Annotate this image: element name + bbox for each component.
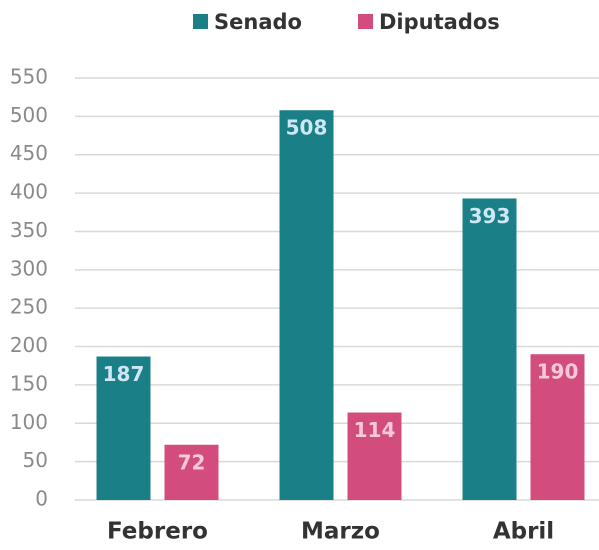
y-tick-label: 550 bbox=[10, 65, 48, 89]
x-tick-label: Abril bbox=[493, 519, 554, 545]
x-tick-label: Febrero bbox=[107, 519, 208, 545]
y-tick-label: 50 bbox=[23, 448, 48, 472]
data-label: 190 bbox=[537, 360, 579, 384]
y-tick-label: 100 bbox=[10, 410, 48, 434]
data-label: 508 bbox=[286, 116, 328, 140]
y-tick-label: 500 bbox=[10, 103, 48, 127]
bar bbox=[164, 444, 219, 500]
y-tick-label: 300 bbox=[10, 256, 48, 280]
y-tick-label: 150 bbox=[10, 371, 48, 395]
legend-label: Diputados bbox=[379, 10, 500, 34]
y-tick-label: 200 bbox=[10, 333, 48, 357]
bar bbox=[347, 412, 402, 500]
data-label: 187 bbox=[103, 362, 145, 386]
legend-label: Senado bbox=[214, 10, 302, 34]
y-tick-label: 450 bbox=[10, 141, 48, 165]
data-label: 72 bbox=[178, 450, 206, 474]
bar bbox=[279, 110, 334, 500]
y-tick-label: 350 bbox=[10, 218, 48, 242]
bar bbox=[462, 198, 517, 500]
y-tick-label: 400 bbox=[10, 180, 48, 204]
y-tick-label: 250 bbox=[10, 295, 48, 319]
bar bbox=[96, 356, 151, 500]
legend-swatch bbox=[193, 14, 208, 29]
bar bbox=[530, 354, 585, 500]
data-label: 393 bbox=[469, 204, 511, 228]
legend-swatch bbox=[358, 14, 373, 29]
x-tick-label: Marzo bbox=[301, 519, 380, 545]
data-label: 114 bbox=[354, 418, 396, 442]
y-tick-label: 0 bbox=[35, 487, 48, 511]
